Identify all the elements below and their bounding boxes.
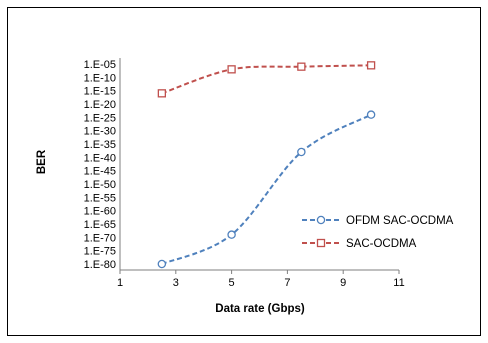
x-tick-label: 7 [284,277,290,289]
legend-marker [316,215,326,225]
y-tick-label: 1.E-70 [84,232,116,244]
y-tick-label: 1.E-10 [84,72,116,84]
y-tick-label: 1.E-80 [84,259,116,271]
y-tick-label: 1.E-40 [84,152,116,164]
legend: OFDM SAC-OCDMA SAC-OCDMA [302,215,454,250]
chart-frame [7,7,481,336]
y-axis-title: BER [36,149,48,174]
legend-label: OFDM SAC-OCDMA [346,215,454,227]
y-tick-label: 1.E-05 [84,59,116,71]
series-layer [157,61,376,269]
y-tick-labels: 1.E-051.E-101.E-151.E-201.E-251.E-301.E-… [84,59,116,271]
y-tick-label: 1.E-55 [84,192,116,204]
legend-marker [316,238,326,248]
data-point-ofdm-sac-ocdma [157,259,167,269]
y-tick-label: 1.E-30 [84,126,116,138]
y-tick-label: 1.E-50 [84,179,116,191]
data-point-ofdm-sac-ocdma [297,147,306,157]
x-tick-labels: 1 3 5 7 9 11 [117,270,405,289]
y-tick-label: 1.E-15 [84,86,116,98]
x-tick-label: 9 [340,277,346,289]
y-tick-label: 1.E-45 [84,166,116,178]
y-tick-label: 1.E-20 [84,99,116,111]
x-axis-title: Data rate (Gbps) [215,303,305,315]
y-tick-label: 1.E-35 [84,139,116,151]
data-point-sac-ocdma [366,61,376,70]
series-line-ofdm-sac-ocdma [161,113,372,265]
series-line-sac-ocdma [161,64,372,95]
y-tick-label: 1.E-25 [84,112,116,124]
x-tick-label: 3 [173,277,179,289]
x-tick-label: 1 [117,277,123,289]
data-point-sac-ocdma [157,89,167,98]
data-point-sac-ocdma [227,65,236,74]
legend-label: SAC-OCDMA [346,238,417,250]
x-tick-label: 5 [229,277,235,289]
data-point-ofdm-sac-ocdma [366,110,376,119]
y-tick-label: 1.E-65 [84,219,116,231]
data-point-ofdm-sac-ocdma [227,230,236,239]
y-tick-label: 1.E-75 [84,246,116,258]
data-point-sac-ocdma [297,62,306,71]
x-tick-label: 11 [393,277,404,289]
y-tick-label: 1.E-60 [84,206,116,218]
